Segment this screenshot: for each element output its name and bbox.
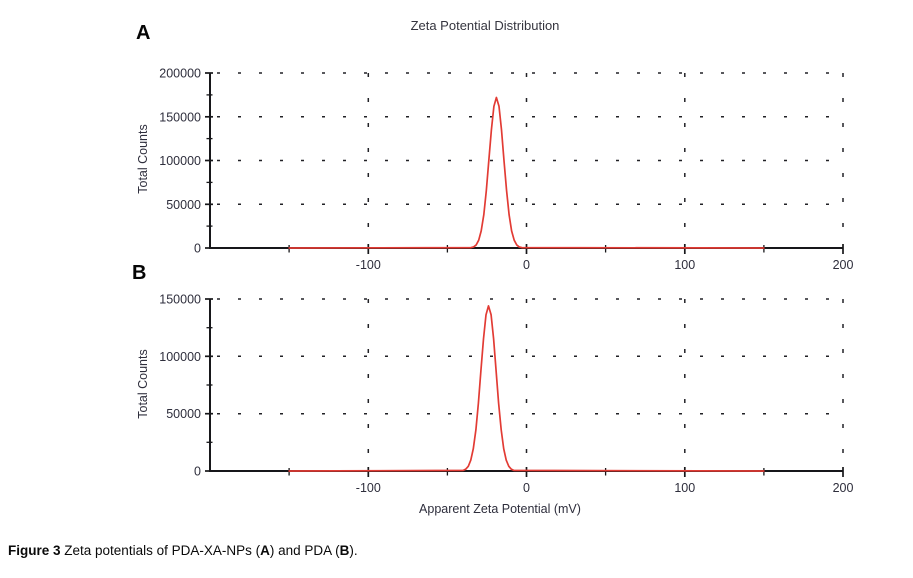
y-tick-label: 50000 (166, 198, 201, 212)
panel-a-plot: 0 50000 100000 150000 200000 -100 0 100 200 (159, 67, 853, 273)
y-tick-label: 150000 (159, 293, 201, 307)
y-tick-label: 0 (194, 465, 201, 479)
x-tick-label: 0 (523, 481, 530, 495)
distribution-curve-PDA (288, 305, 765, 472)
x-axis-title: Apparent Zeta Potential (mV) (419, 502, 581, 516)
caption-bold-a: A (260, 543, 270, 558)
figure-caption: Figure 3 Zeta potentials of PDA-XA-NPs (… (8, 543, 358, 558)
x-tick-label: -100 (356, 481, 381, 495)
panel-b-plot: 0 50000 100000 150000 -100 0 100 200 (159, 293, 853, 496)
panel-a-label: A (136, 22, 151, 44)
caption-text-3: ). (349, 543, 358, 558)
y-tick-label: 200000 (159, 67, 201, 81)
x-tick-label: 200 (833, 258, 854, 272)
chart-title: Zeta Potential Distribution (410, 18, 560, 33)
x-tick-label: 100 (674, 258, 695, 272)
distribution-curve-PDA-XA-NPs (288, 96, 765, 249)
y-tick-label: 100000 (159, 154, 201, 168)
caption-bold-b: B (339, 543, 350, 558)
y-tick-label: 150000 (159, 110, 201, 124)
caption-figure-number: Figure 3 (8, 543, 61, 558)
x-tick-label: 0 (523, 258, 530, 272)
y-tick-label: 50000 (166, 407, 201, 421)
x-tick-label: 100 (674, 481, 695, 495)
caption-text-2: ) and PDA ( (269, 543, 340, 558)
y-tick-label: 0 (194, 242, 201, 256)
caption-text-1: Zeta potentials of PDA-XA-NPs ( (60, 543, 261, 558)
x-tick-label: -100 (356, 258, 381, 272)
panel-b-label: B (132, 262, 147, 284)
y-tick-label: 100000 (159, 350, 201, 364)
x-tick-label: 200 (833, 481, 854, 495)
